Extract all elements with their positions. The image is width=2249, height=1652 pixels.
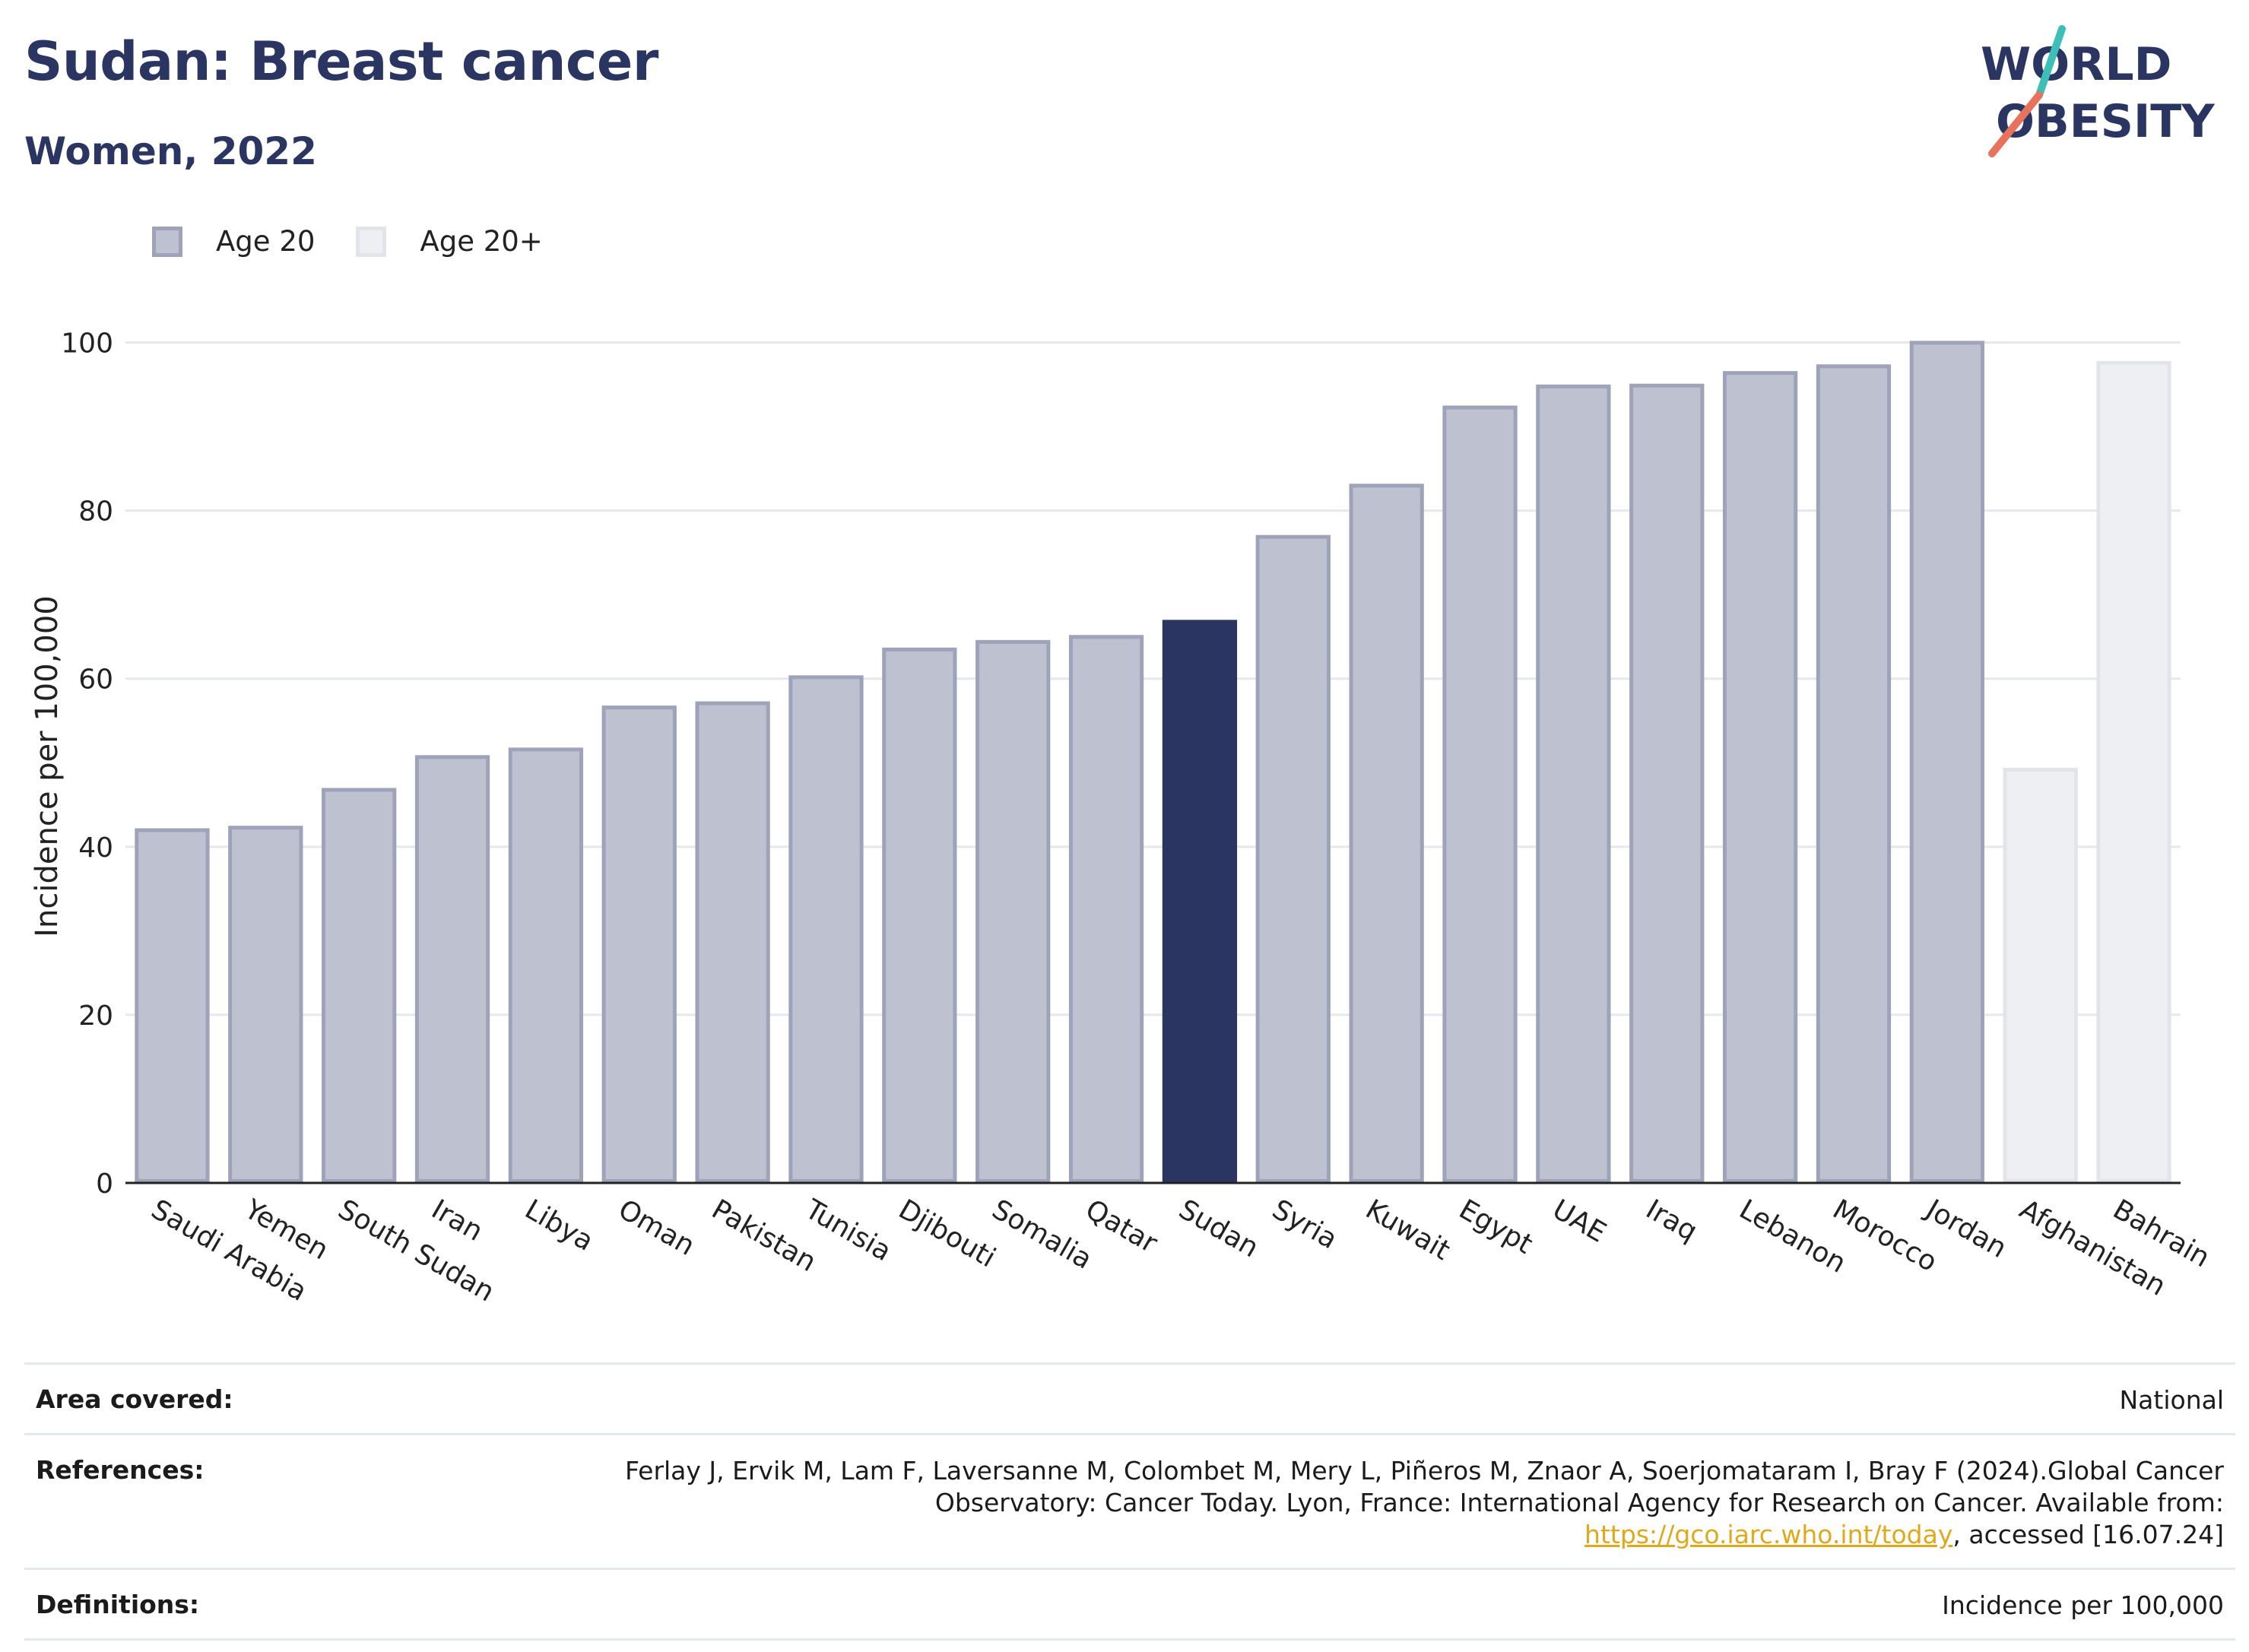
bar-oman[interactable] [601,706,677,1183]
x-tick-label: Sudan [1173,1194,1264,1264]
info-row-references: References: Ferlay J, Ervik M, Lam F, La… [24,1433,2235,1568]
y-tick-label: 80 [78,496,113,528]
references-text: Ferlay J, Ervik M, Lam F, Laversanne M, … [624,1456,2224,1517]
bar-pakistan[interactable] [695,701,770,1183]
x-tick-label: Iran [427,1194,488,1248]
area-covered-value: National [2119,1385,2224,1415]
info-row-area: Area covered: National [24,1362,2235,1433]
x-tick-label: Syria [1267,1194,1342,1255]
x-tick-label: Pakistan [706,1194,821,1278]
x-tick-label: South Sudan [333,1194,500,1308]
x-tick-label: Morocco [1827,1194,1942,1278]
y-axis-ticks: 0 20 40 60 80 100 [61,328,113,1200]
definitions-label: Definitions: [36,1590,200,1619]
legend-swatch-age-20 [152,226,182,257]
y-tick-label: 0 [96,1168,113,1200]
y-tick-label: 40 [78,832,113,864]
bar-egypt[interactable] [1442,405,1518,1183]
world-obesity-logo: WORLD OBESITY [1981,25,2216,157]
page-title: Sudan: Breast cancer [24,30,658,93]
bar-libya[interactable] [508,747,584,1183]
legend-swatch-age-20-plus [356,226,387,257]
x-tick-label: Djibouti [893,1194,1001,1273]
bar-djibouti[interactable] [882,647,957,1183]
y-axis-label: Incidence per 100,000 [30,595,65,937]
x-tick-label: Libya [519,1194,598,1257]
x-tick-label: Oman [613,1194,699,1262]
bar-tunisia[interactable] [788,675,864,1183]
x-tick-label: Somalia [987,1194,1097,1276]
info-row-definitions: Definitions: Incidence per 100,000 [24,1568,2235,1641]
page-subtitle: Women, 2022 [24,129,317,173]
logo-slash-teal [2035,25,2066,99]
y-tick-label: 100 [61,328,113,360]
legend-item-age-20-plus[interactable]: Age 20+ [356,225,543,258]
legend-label-age-20: Age 20 [216,225,316,258]
references-suffix: , accessed [16.07.24] [1952,1520,2224,1549]
references-link[interactable]: https://gco.iarc.who.int/today [1584,1520,1953,1549]
logo-slash-coral [1988,91,2043,157]
x-tick-label: Iraq [1641,1194,1702,1248]
legend-label-age-20-plus: Age 20+ [420,225,543,258]
chart-legend: Age 20 Age 20+ [152,225,584,258]
y-tick-label: 20 [78,1000,113,1032]
bar-qatar[interactable] [1068,635,1144,1183]
x-tick-label: Saudi Arabia [146,1194,312,1308]
references-value: Ferlay J, Ervik M, Lam F, Laversanne M, … [589,1455,2224,1551]
bar-yemen[interactable] [228,826,303,1183]
info-table: Area covered: National References: Ferla… [24,1362,2235,1641]
bar-bahrain[interactable] [2096,360,2171,1183]
definitions-value: Incidence per 100,000 [1942,1590,2224,1620]
x-tick-label: Egypt [1454,1194,1537,1260]
bar-iraq[interactable] [1629,383,1705,1183]
legend-item-age-20[interactable]: Age 20 [152,225,315,258]
bar-somalia[interactable] [975,639,1051,1183]
bar-uae[interactable] [1536,384,1611,1183]
logo-line-1: WORLD [1981,38,2171,91]
bar-morocco[interactable] [1816,364,1892,1184]
bar-south-sudan[interactable] [322,788,397,1184]
bar-jordan[interactable] [1909,341,1984,1183]
bar-syria[interactable] [1255,534,1331,1183]
x-tick-label: Kuwait [1360,1194,1455,1267]
bar-kuwait[interactable] [1349,484,1424,1183]
x-tick-label: Lebanon [1734,1194,1851,1279]
y-tick-label: 60 [78,664,113,696]
area-covered-label: Area covered: [36,1384,233,1414]
bar-iran[interactable] [414,755,490,1183]
bars [135,341,2171,1184]
bar-sudan[interactable] [1162,620,1238,1183]
bar-afghanistan[interactable] [2003,767,2078,1183]
x-tick-label: UAE [1547,1194,1611,1248]
bar-lebanon[interactable] [1722,371,1798,1184]
references-label: References: [36,1455,205,1485]
bar-saudi-arabia[interactable] [135,828,210,1183]
